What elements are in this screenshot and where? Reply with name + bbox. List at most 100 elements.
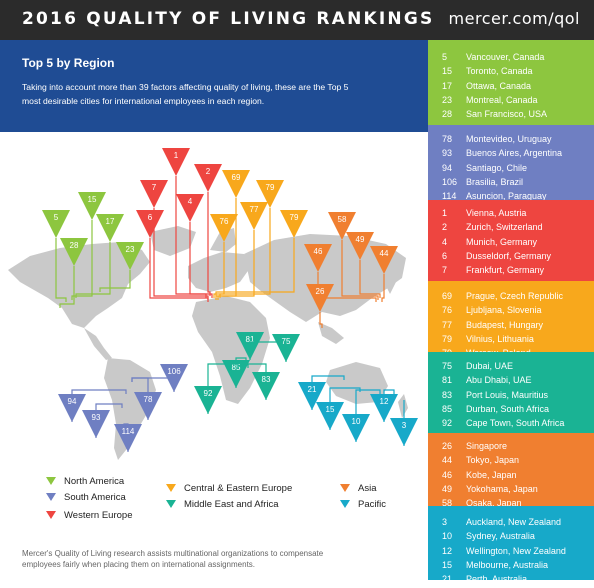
pin-marker-icon [140, 180, 168, 208]
pin-rank-label: 106 [167, 367, 181, 376]
city-rank: 26 [442, 441, 453, 451]
legend-central-eastern-europe: Central & Eastern Europe [166, 483, 292, 494]
pin-marker-icon [136, 210, 164, 238]
pin-rank-label: 28 [70, 241, 79, 250]
pin-leader-line [319, 312, 323, 328]
city-rank: 6 [442, 250, 448, 261]
asia-marker-icon [340, 484, 350, 493]
pin-marker-icon [222, 360, 250, 388]
region-list-pacific: 3 Auckland, New Zealand 10 Sydney, Australi… [428, 506, 594, 584]
pin-rank-label: 46 [314, 247, 323, 256]
city-name: Zurich, Switzerland [466, 222, 543, 233]
city-rank: 4 [442, 236, 448, 247]
city-name: Santiago, Chile [466, 162, 528, 173]
region-list-south-america: 78 Montevideo, Uruguay 93 Buenos Aires, Arg… [428, 125, 594, 202]
legend-asia: Asia [340, 483, 376, 494]
pin-marker-icon [96, 214, 124, 242]
pin-rank-label: 85 [232, 363, 241, 372]
map-pin-pacific: 10 [342, 389, 381, 442]
pin-leader-line [189, 222, 213, 298]
intro-panel: Top 5 by Region Taking into account more… [0, 40, 428, 132]
map-pin-north-america: 5 [42, 210, 70, 302]
city-rank: 15 [442, 559, 453, 570]
intro-heading: Top 5 by Region [22, 56, 115, 70]
pin-rank-label: 81 [246, 335, 255, 344]
pin-marker-icon [194, 386, 222, 414]
header-bar: 2016 QUALITY OF LIVING RANKINGS mercer.c… [0, 0, 594, 40]
pin-marker-icon [346, 232, 374, 260]
city-name: Vienna, Austria [466, 208, 527, 218]
intro-text: Taking into account more than 39 factors… [22, 82, 349, 106]
south-america-shape [104, 358, 156, 460]
pin-rank-label: 1 [174, 151, 179, 160]
pin-leader-line [149, 238, 209, 302]
pin-rank-label: 58 [338, 215, 347, 224]
pin-rank-label: 15 [88, 195, 97, 204]
city-rank: 92 [442, 418, 453, 429]
pin-leader-line [381, 274, 385, 302]
city-rank: 85 [442, 403, 453, 414]
city-name: Frankfurt, Germany [466, 265, 545, 276]
pin-marker-icon [42, 210, 70, 238]
pin-rank-label: 12 [380, 397, 389, 406]
pin-marker-icon [236, 332, 264, 360]
pin-rank-label: 17 [106, 217, 115, 226]
city-name: Buenos Aires, Argentina [466, 148, 563, 159]
legend-western-europe: Western Europe [46, 510, 132, 521]
city-name: Prague, Czech Republic [466, 291, 564, 301]
region-list-western-europe: 1 Vienna, Austria 2 Zurich, Switzerland 4 Mun… [428, 200, 594, 281]
map-pin-south-america: 93 [82, 403, 123, 438]
greenland-shape [150, 226, 196, 256]
pin-rank-label: 94 [68, 397, 77, 406]
pin-marker-icon [210, 214, 238, 242]
pin-rank-label: 75 [282, 337, 291, 346]
city-name: Auckland, New Zealand [466, 517, 562, 527]
pin-rank-label: 23 [126, 245, 135, 254]
city-name: Abu Dhabi, UAE [466, 375, 532, 386]
city-name: Kobe, Japan [466, 469, 517, 480]
new-zealand-shape [398, 394, 408, 418]
pin-marker-icon [176, 194, 204, 222]
legend-label-asia: Asia [358, 483, 377, 494]
map-pin-pacific: 21 [298, 375, 345, 410]
pin-marker-icon [222, 170, 250, 198]
pin-rank-label: 2 [206, 167, 211, 176]
pin-rank-label: 79 [290, 213, 299, 222]
city-name: Vilnius, Lithuania [466, 333, 534, 344]
city-rank: 78 [442, 134, 453, 144]
map-pin-asia: 58 [328, 212, 379, 300]
asia-shape [244, 234, 406, 322]
map-pin-south-america: 94 [58, 389, 127, 422]
pin-rank-label: 3 [402, 421, 407, 430]
map-pin-south-america: 114 [114, 423, 142, 452]
city-name: Munich, Germany [466, 236, 538, 247]
pin-marker-icon [252, 372, 280, 400]
city-name: Asuncion, Paraguay [466, 191, 547, 202]
region-list-north-america: 5 Vancouver, Canada 15 Toronto, Canada 17 Ott… [428, 40, 594, 125]
central-eastern-europe-marker-icon [166, 484, 176, 493]
region-list-middle-east-and-africa: 75 Dubai, UAE 81 Abu Dhabi, UAE 83 Port Louis… [428, 352, 594, 433]
city-rank: 83 [442, 389, 453, 400]
continents [8, 226, 408, 460]
pin-rank-label: 49 [356, 235, 365, 244]
pin-rank-label: 78 [144, 395, 153, 404]
city-name: Melbourne, Australia [466, 559, 549, 570]
map-pin-pacific: 12 [370, 389, 398, 422]
pin-marker-icon [162, 148, 190, 176]
pin-rank-label: 44 [380, 249, 389, 258]
city-name: San Francisco, USA [466, 109, 548, 120]
legend-north-america: North America [46, 476, 124, 487]
map-pin-western-europe: 6 [136, 210, 209, 302]
legend-label-western-europe: Western Europe [64, 510, 133, 521]
north-america-marker-icon [46, 477, 56, 486]
western-europe-marker-icon [46, 511, 56, 520]
map-pin-asia: 26 [306, 284, 334, 328]
city-rank: 76 [442, 305, 453, 316]
city-name: Toronto, Canada [466, 66, 533, 77]
city-name: Brasilia, Brazil [466, 176, 524, 187]
pin-marker-icon [134, 392, 162, 420]
city-name: Montreal, Canada [466, 94, 538, 105]
middle-east-africa-marker-icon [166, 500, 176, 509]
source-url[interactable]: mercer.com/qol [448, 9, 580, 28]
